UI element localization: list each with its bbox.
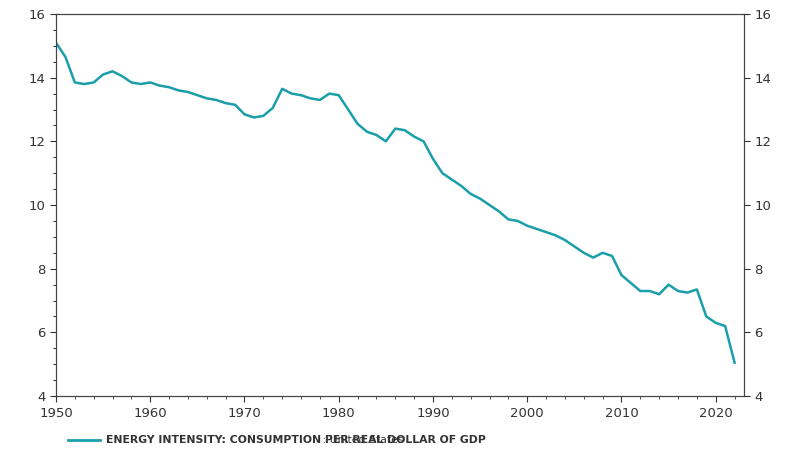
Text: : United States: : United States <box>318 435 403 445</box>
Text: ENERGY INTENSITY: CONSUMPTION PER REAL DOLLAR OF GDP: ENERGY INTENSITY: CONSUMPTION PER REAL D… <box>106 435 486 445</box>
